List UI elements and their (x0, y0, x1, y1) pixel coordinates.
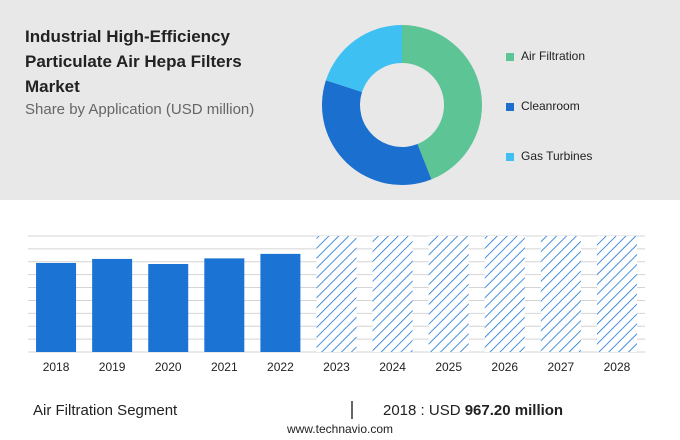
forecast-bar (596, 236, 637, 352)
bar (204, 258, 245, 352)
bar-chart: 2018 2019 2020 2021 2022 2023 2024 2025 2026 2027… (28, 235, 645, 374)
legend-label: Air Filtration (521, 49, 585, 63)
forecast-bar (316, 236, 357, 352)
x-tick-label: 2025 (435, 360, 462, 374)
forecast-bar (372, 236, 413, 352)
x-tick-label: 2018 (43, 360, 70, 374)
x-tick-label: 2028 (604, 360, 631, 374)
chart-subtitle: Share by Application (USD million) (25, 101, 255, 118)
forecast-bar (540, 236, 581, 352)
forecast-bar (484, 236, 525, 352)
forecast-bar (428, 236, 469, 352)
x-tick-label: 2020 (155, 360, 182, 374)
bar (36, 262, 77, 352)
chart-title: Industrial High-Efficiency Particulate A… (25, 27, 242, 96)
bar (260, 253, 301, 352)
x-tick-label: 2023 (323, 360, 350, 374)
x-tick-label: 2027 (548, 360, 575, 374)
bar (148, 263, 189, 352)
highlight-year: 2018 : USD (383, 402, 461, 419)
legend-label: Gas Turbines (521, 149, 592, 163)
highlight-value: 967.20 million (465, 402, 563, 419)
segment-label: Air Filtration Segment (33, 402, 178, 419)
x-tick-label: 2019 (99, 360, 126, 374)
legend-label: Cleanroom (521, 99, 580, 113)
legend-swatch (506, 153, 514, 161)
donut-slice (402, 25, 483, 180)
legend-swatch (506, 103, 514, 111)
source: www.technavio.com (286, 422, 393, 436)
x-tick-label: 2021 (211, 360, 238, 374)
bar (92, 258, 133, 352)
highlight-label: 2018 : USD 967.20 million (383, 402, 563, 419)
x-tick-label: 2024 (379, 360, 406, 374)
donut-slice (325, 25, 402, 93)
x-tick-label: 2026 (491, 360, 518, 374)
legend-swatch (506, 53, 514, 61)
donut-chart: Air Filtration Cleanroom Gas Turbines (322, 25, 592, 186)
donut-slice (322, 80, 432, 186)
x-tick-label: 2022 (267, 360, 294, 374)
